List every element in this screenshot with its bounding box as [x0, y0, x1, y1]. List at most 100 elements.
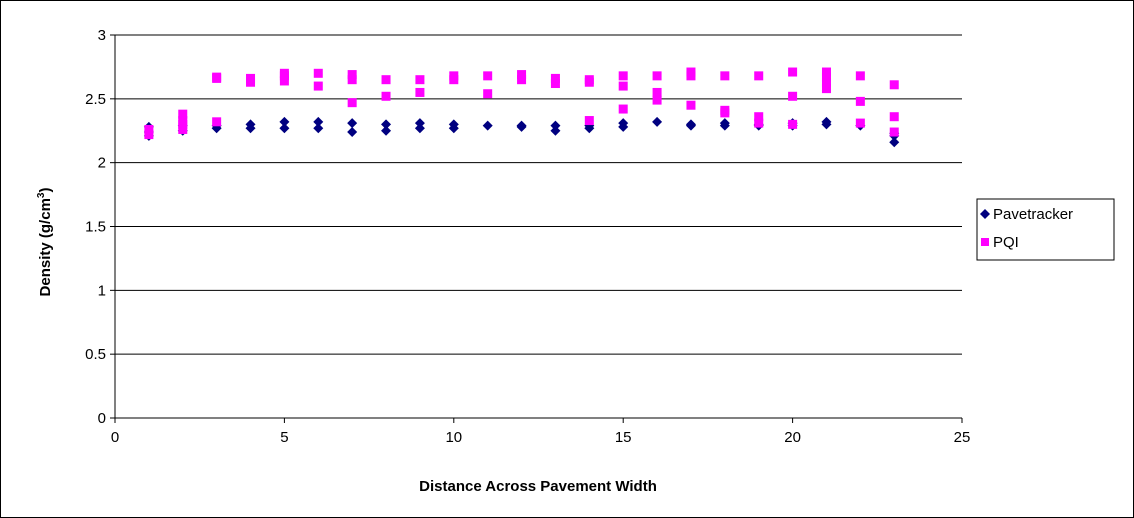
point-pqi-36	[618, 71, 628, 81]
point-pavetracker-16	[381, 119, 392, 130]
point-pqi-56	[855, 118, 865, 128]
point-pqi-57	[855, 96, 865, 106]
y-axis-title-close: )	[37, 188, 54, 193]
y-tick-label-4: 2	[98, 155, 106, 172]
point-pqi-42	[686, 67, 696, 77]
point-pavetracker-9	[279, 123, 290, 134]
point-pavetracker-40	[821, 116, 832, 127]
legend-label-pqi: PQI	[993, 234, 1019, 251]
point-pavetracker-10	[279, 116, 290, 127]
x-tick-label-4: 20	[784, 429, 801, 446]
tick-labels: 0 0.5 1 1.5 2 2.5 3 0 5 10 15 20 25	[85, 27, 970, 446]
point-pqi-59	[889, 127, 899, 137]
legend: Pavetracker PQI	[976, 198, 1115, 261]
y-tick-label-3: 1.5	[85, 219, 106, 236]
point-pqi-35	[618, 81, 628, 91]
point-pavetracker-23	[516, 120, 527, 131]
series-pqi	[144, 67, 899, 140]
point-pqi-37	[652, 95, 662, 105]
y-tick-label-2: 1	[98, 282, 106, 299]
point-pqi-2	[178, 124, 188, 134]
y-axis-title: Density (g/cm3)	[36, 188, 54, 297]
y-tick-label-0: 0	[98, 410, 106, 427]
point-pqi-24	[449, 71, 459, 81]
point-pqi-25	[483, 89, 493, 99]
legend-label-pavetracker: Pavetracker	[993, 206, 1073, 223]
point-pqi-51	[788, 67, 798, 77]
point-pavetracker-34	[719, 118, 730, 129]
point-pqi-27	[517, 75, 527, 85]
legend-marker-pqi	[981, 238, 989, 246]
point-pqi-20	[381, 75, 391, 85]
point-pqi-34	[618, 104, 628, 114]
point-pqi-54	[821, 72, 831, 82]
gridlines	[115, 34, 962, 355]
point-pavetracker-17	[414, 123, 425, 134]
point-pqi-60	[889, 112, 899, 122]
point-pqi-19	[381, 91, 391, 101]
point-pavetracker-20	[448, 119, 459, 130]
point-pqi-30	[550, 73, 560, 83]
x-tick-label-5: 25	[954, 429, 971, 446]
point-pavetracker-32	[685, 119, 696, 130]
y-tick-label-1: 0.5	[85, 346, 106, 363]
point-pqi-14	[313, 81, 323, 91]
point-pqi-55	[821, 67, 831, 77]
x-tick-label-1: 5	[280, 429, 288, 446]
point-pqi-49	[788, 119, 798, 129]
point-pqi-50	[788, 91, 798, 101]
point-pqi-18	[347, 70, 357, 80]
point-pqi-47	[754, 112, 764, 122]
point-pavetracker-13	[347, 127, 358, 138]
point-pqi-5	[178, 109, 188, 119]
point-pqi-48	[754, 71, 764, 81]
point-pavetracker-25	[550, 120, 561, 131]
point-pqi-53	[821, 77, 831, 87]
point-pqi-15	[313, 68, 323, 78]
y-tick-label-6: 3	[98, 27, 106, 44]
point-pavetracker-18	[414, 118, 425, 129]
point-pqi-16	[347, 98, 357, 108]
point-pqi-29	[550, 79, 560, 89]
point-pavetracker-12	[313, 116, 324, 127]
point-pavetracker-24	[550, 125, 561, 136]
point-pqi-40	[686, 100, 696, 110]
data-points	[143, 67, 900, 148]
point-pqi-21	[415, 87, 425, 97]
point-pqi-28	[517, 70, 527, 80]
x-tick-label-2: 10	[445, 429, 462, 446]
x-tick-label-0: 0	[111, 429, 119, 446]
point-pqi-46	[754, 118, 764, 128]
legend-box	[976, 198, 1115, 261]
point-pqi-13	[279, 68, 289, 78]
point-pavetracker-30	[652, 116, 663, 127]
point-pavetracker-8	[245, 119, 256, 130]
x-tick-label-3: 15	[615, 429, 632, 446]
point-pqi-38	[652, 87, 662, 97]
point-pqi-4	[178, 116, 188, 126]
y-axis-title-superscript: 3	[36, 192, 47, 198]
axes	[110, 34, 963, 423]
point-pqi-52	[821, 84, 831, 94]
point-pqi-6	[212, 117, 222, 127]
point-pqi-11	[279, 76, 289, 86]
legend-marker-pavetracker	[980, 209, 990, 219]
point-pqi-61	[889, 80, 899, 90]
point-pavetracker-11	[313, 123, 324, 134]
point-pavetracker-42	[889, 137, 900, 148]
point-pqi-44	[720, 105, 730, 115]
y-axis-title-main: Density (g/cm	[37, 198, 54, 296]
point-pqi-33	[584, 75, 594, 85]
y-tick-label-5: 2.5	[85, 91, 106, 108]
point-pqi-10	[246, 73, 256, 83]
point-pqi-26	[483, 71, 493, 81]
point-pavetracker-21	[482, 120, 493, 131]
point-pqi-1	[144, 124, 154, 134]
point-pqi-8	[212, 72, 222, 82]
x-axis-title: Distance Across Pavement Width	[419, 478, 657, 495]
point-pqi-22	[415, 75, 425, 85]
point-pavetracker-29	[618, 118, 629, 129]
point-pqi-39	[652, 71, 662, 81]
